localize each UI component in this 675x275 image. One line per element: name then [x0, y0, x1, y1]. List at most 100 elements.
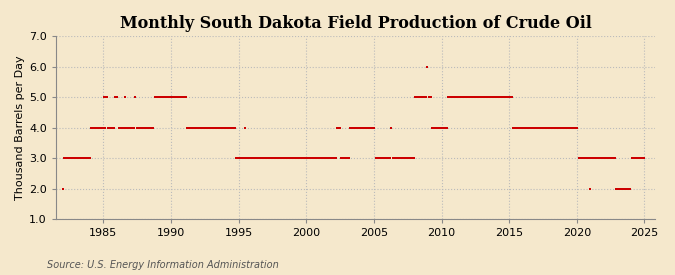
Point: [549, 125, 560, 130]
Point: [181, 95, 192, 100]
Point: [270, 156, 281, 160]
Point: [548, 125, 559, 130]
Point: [338, 156, 348, 160]
Point: [533, 125, 543, 130]
Point: [568, 125, 579, 130]
Point: [575, 156, 586, 160]
Point: [107, 125, 117, 130]
Point: [612, 186, 622, 191]
Point: [560, 125, 570, 130]
Point: [561, 125, 572, 130]
Point: [100, 125, 111, 130]
Point: [558, 125, 569, 130]
Title: Monthly South Dakota Field Production of Crude Oil: Monthly South Dakota Field Production of…: [119, 15, 591, 32]
Point: [622, 186, 632, 191]
Point: [344, 125, 355, 130]
Point: [216, 125, 227, 130]
Point: [393, 156, 404, 160]
Point: [359, 125, 370, 130]
Point: [92, 125, 103, 130]
Point: [319, 156, 329, 160]
Point: [597, 156, 608, 160]
Point: [93, 125, 104, 130]
Point: [415, 95, 426, 100]
Point: [309, 156, 320, 160]
Point: [524, 125, 535, 130]
Point: [253, 156, 264, 160]
Point: [487, 95, 498, 100]
Point: [215, 125, 225, 130]
Point: [346, 125, 356, 130]
Point: [230, 125, 240, 130]
Point: [613, 186, 624, 191]
Point: [292, 156, 303, 160]
Point: [292, 156, 302, 160]
Point: [76, 156, 86, 160]
Point: [625, 186, 636, 191]
Point: [428, 125, 439, 130]
Point: [297, 156, 308, 160]
Point: [273, 156, 284, 160]
Point: [194, 125, 205, 130]
Point: [171, 95, 182, 100]
Point: [499, 95, 510, 100]
Point: [138, 125, 148, 130]
Point: [565, 125, 576, 130]
Point: [598, 156, 609, 160]
Point: [72, 156, 82, 160]
Point: [284, 156, 295, 160]
Point: [254, 156, 265, 160]
Point: [477, 95, 488, 100]
Point: [474, 95, 485, 100]
Point: [545, 125, 556, 130]
Point: [68, 156, 79, 160]
Point: [60, 156, 71, 160]
Point: [494, 95, 505, 100]
Point: [592, 156, 603, 160]
Point: [626, 156, 637, 160]
Point: [244, 156, 254, 160]
Point: [99, 95, 109, 100]
Point: [558, 125, 568, 130]
Point: [227, 125, 238, 130]
Point: [610, 156, 620, 160]
Point: [395, 156, 406, 160]
Point: [103, 125, 114, 130]
Point: [364, 125, 375, 130]
Point: [576, 156, 587, 160]
Point: [326, 156, 337, 160]
Point: [508, 125, 518, 130]
Point: [107, 125, 118, 130]
Point: [62, 156, 73, 160]
Point: [243, 156, 254, 160]
Point: [564, 125, 575, 130]
Point: [191, 125, 202, 130]
Point: [427, 125, 437, 130]
Point: [517, 125, 528, 130]
Point: [588, 156, 599, 160]
Point: [362, 125, 373, 130]
Point: [200, 125, 211, 130]
Point: [174, 95, 185, 100]
Point: [425, 95, 435, 100]
Point: [234, 156, 244, 160]
Point: [578, 156, 589, 160]
Point: [378, 156, 389, 160]
Point: [144, 125, 155, 130]
Point: [247, 156, 258, 160]
Point: [165, 95, 176, 100]
Point: [504, 95, 514, 100]
Point: [467, 95, 478, 100]
Point: [324, 156, 335, 160]
Point: [466, 95, 477, 100]
Point: [77, 156, 88, 160]
Point: [171, 95, 182, 100]
Point: [603, 156, 614, 160]
Point: [290, 156, 301, 160]
Point: [507, 95, 518, 100]
Point: [257, 156, 268, 160]
Point: [546, 125, 557, 130]
Point: [554, 125, 565, 130]
Point: [446, 95, 456, 100]
Point: [475, 95, 486, 100]
